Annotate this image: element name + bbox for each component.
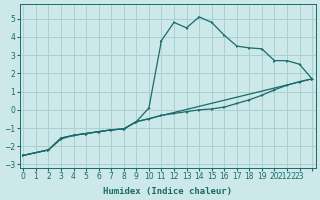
X-axis label: Humidex (Indice chaleur): Humidex (Indice chaleur) <box>103 187 232 196</box>
